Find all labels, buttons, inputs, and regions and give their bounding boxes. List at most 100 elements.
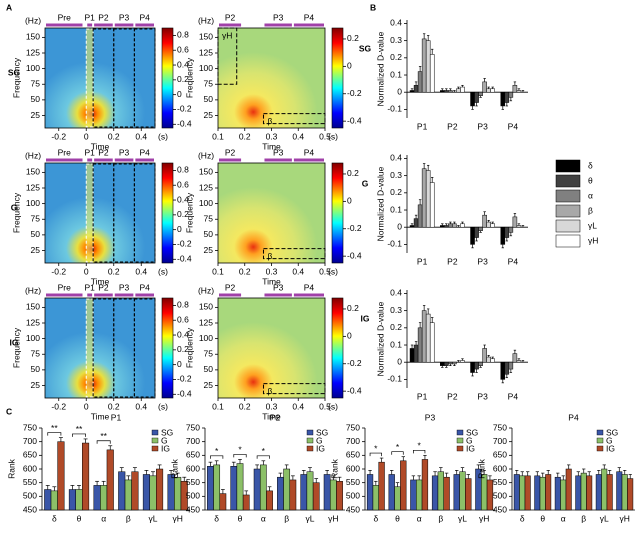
significance-label: * xyxy=(215,446,219,456)
x-unit: (s) xyxy=(158,131,168,141)
period-label: P3 xyxy=(119,12,130,22)
significance-bracket xyxy=(72,433,86,437)
period-box xyxy=(92,163,115,263)
y-tick-label: 500 xyxy=(186,491,200,501)
y-axis-title: Normalized D-value xyxy=(375,31,385,106)
bar xyxy=(440,225,445,228)
y-tick-label: 750 xyxy=(346,422,360,432)
bar xyxy=(448,223,453,228)
y-tick-label: 75 xyxy=(31,79,41,89)
bar xyxy=(516,360,522,363)
x-tick-label: 0.4 xyxy=(135,401,147,411)
bar xyxy=(289,479,297,511)
y-axis-title: Frequency xyxy=(184,57,194,98)
x-tick-label: θ xyxy=(77,513,82,523)
y-tick-label: 150 xyxy=(26,167,40,177)
bar xyxy=(500,226,506,245)
y-axis-title: Frequency xyxy=(184,327,194,368)
colorbar-tick-label: 0.6 xyxy=(177,314,189,324)
legend-swatch xyxy=(555,234,581,248)
y-tick-label: 650 xyxy=(23,450,37,460)
bar xyxy=(413,85,419,93)
x-tick-label: β xyxy=(284,513,289,523)
legend-swatch xyxy=(555,174,581,188)
bar xyxy=(207,466,214,511)
x-tick-label: 0.4 xyxy=(135,266,147,276)
x-tick-label: β xyxy=(581,513,586,523)
bar xyxy=(459,471,466,511)
bar xyxy=(490,88,495,93)
y-tick-label: 150 xyxy=(199,167,213,177)
y-tick-label: 0.2 xyxy=(390,322,402,332)
legend-label: δ xyxy=(588,160,593,170)
y-tick-label: 125 xyxy=(26,47,40,57)
period-box xyxy=(113,28,135,128)
colorbar-tick-label: -0.4 xyxy=(347,115,362,125)
x-tick-label: 0.5 xyxy=(319,401,331,411)
bar xyxy=(516,225,522,228)
panel-label: B xyxy=(370,2,376,12)
legend-swatch xyxy=(555,219,581,233)
bar xyxy=(306,471,314,511)
bar xyxy=(482,348,487,363)
y-unit: (Hz) xyxy=(198,285,214,295)
y-tick-label: 50 xyxy=(204,229,214,239)
bar xyxy=(410,479,417,511)
y-tick-label: 150 xyxy=(199,302,213,312)
chart-title: P3 xyxy=(425,412,436,422)
bar xyxy=(421,459,429,511)
bar xyxy=(452,361,457,365)
period-box xyxy=(85,298,94,398)
bar xyxy=(512,85,518,93)
y-tick-label: 50 xyxy=(31,94,41,104)
bar xyxy=(504,226,510,238)
plot-frame xyxy=(44,27,156,129)
x-tick-label: 0.2 xyxy=(108,401,120,411)
y-tick-label: 650 xyxy=(493,450,507,460)
y-tick-label: 100 xyxy=(199,63,213,73)
bar xyxy=(425,170,431,228)
bar xyxy=(416,479,423,511)
period-label: P2 xyxy=(98,12,109,22)
heatmap-image xyxy=(218,163,325,263)
bar xyxy=(500,361,506,380)
x-tick-label: P1 xyxy=(417,256,428,266)
bar xyxy=(118,471,126,511)
x-tick-label: 0.3 xyxy=(266,401,278,411)
bar xyxy=(621,474,628,511)
y-tick-label: 600 xyxy=(346,463,360,473)
colorbar-tick-label: 0.2 xyxy=(177,74,189,84)
bar xyxy=(482,214,487,228)
colorbar-tick-label: -0.2 xyxy=(347,223,362,233)
bar xyxy=(213,464,221,511)
significance-bracket xyxy=(233,454,247,458)
significance-bracket xyxy=(391,451,404,455)
bar xyxy=(417,327,423,363)
y-axis-title: Frequency xyxy=(11,192,21,233)
y-tick-label: 100 xyxy=(26,333,40,343)
x-tick-label: δ xyxy=(520,513,525,523)
x-axis-title: Time xyxy=(262,141,281,151)
y-tick-label: 125 xyxy=(199,317,213,327)
y-axis-title: Normalized D-value xyxy=(375,301,385,376)
bar xyxy=(394,486,401,511)
y-tick-label: 50 xyxy=(204,94,214,104)
bar xyxy=(57,441,65,511)
bar xyxy=(124,479,132,511)
bar xyxy=(486,221,491,228)
y-tick-label: 0.3 xyxy=(390,170,402,180)
bar xyxy=(413,344,419,363)
significance-label: ** xyxy=(76,424,83,434)
colorbar-tick-label: 0.2 xyxy=(347,168,359,178)
legend-label: θ xyxy=(588,175,593,185)
band-box xyxy=(217,27,238,85)
chart-title: IG xyxy=(361,313,370,323)
bar xyxy=(50,490,58,511)
x-tick-label: θ xyxy=(238,513,243,523)
chart-title: P4 xyxy=(568,412,579,422)
colorbar-tick-label: -0.2 xyxy=(347,88,362,98)
y-axis-title: Rank xyxy=(169,458,179,479)
y-unit: (Hz) xyxy=(198,150,214,160)
bar xyxy=(586,475,593,511)
